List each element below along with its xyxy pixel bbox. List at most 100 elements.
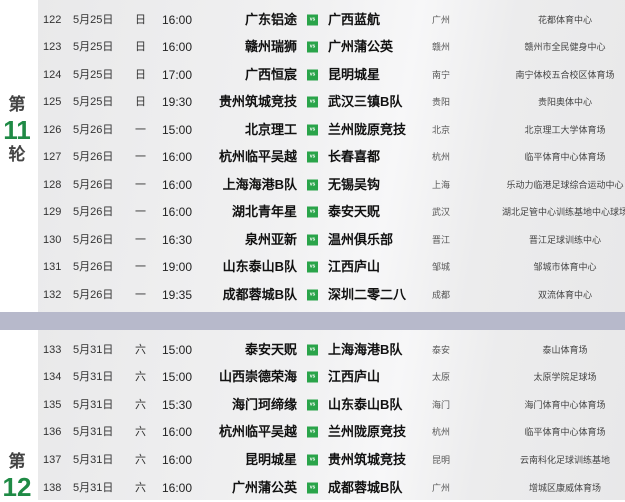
match-city: 杭州 (432, 427, 451, 438)
match-time: 19:00 (162, 260, 193, 274)
round-12-panel (38, 330, 625, 500)
match-id: 122 (43, 13, 62, 26)
match-weekday: 一 (135, 123, 146, 136)
round-number: 12 (2, 472, 32, 502)
match-row: 133 5月31日 六 15:00 泰安天贶 vs 上海海港B队 泰安 泰山体育场 (38, 336, 625, 363)
match-venue: 晋江足球训练中心 (528, 234, 601, 245)
vs-badge: vs (307, 179, 318, 190)
match-date: 5月31日 (73, 398, 114, 411)
match-weekday: 一 (135, 233, 146, 246)
vs-badge: vs (307, 426, 318, 438)
vs-badge: vs (307, 41, 318, 53)
match-weekday: 日 (135, 13, 146, 26)
match-date: 5月26日 (73, 261, 114, 273)
match-city: 海门 (432, 399, 451, 410)
match-time: 19:35 (162, 287, 193, 302)
match-city: 贵阳 (432, 97, 451, 107)
home-team: 杭州临平吴越 (218, 149, 297, 164)
round-prefix: 第 (8, 95, 26, 114)
match-id: 131 (43, 261, 62, 273)
match-city: 成都 (432, 289, 451, 300)
match-venue: 泰山体育场 (542, 344, 588, 355)
match-time: 16:00 (162, 12, 193, 27)
match-id: 124 (43, 68, 62, 81)
match-venue: 云南科化足球训练基地 (519, 454, 610, 465)
match-time: 15:30 (162, 397, 193, 412)
vs-badge: vs (307, 482, 318, 493)
vs-badge: vs (307, 399, 318, 411)
match-row: 124 5月25日 日 17:00 广西恒宸 vs 昆明城星 南宁 南宁体校五合校区体育场 (38, 61, 625, 88)
match-weekday: 日 (135, 68, 146, 81)
home-team: 杭州临平吴越 (218, 424, 297, 440)
match-id: 123 (43, 41, 62, 53)
match-id: 128 (43, 178, 62, 191)
home-team: 成都蓉城B队 (222, 286, 297, 302)
match-date: 5月31日 (73, 453, 114, 466)
match-weekday: 六 (135, 398, 146, 411)
vs-badge: vs (307, 69, 318, 80)
match-row: 122 5月25日 日 16:00 广东铝途 vs 广西蓝航 广州 花都体育中心 (38, 6, 625, 33)
away-team: 贵州筑城竞技 (328, 451, 407, 467)
match-city: 太原 (432, 372, 451, 383)
round-number: 11 (3, 115, 31, 145)
match-row: 128 5月26日 一 16:00 上海海港B队 vs 无锡吴钩 上海 乐动力临港足球综合运动中… (38, 171, 625, 198)
match-date: 5月25日 (73, 96, 114, 108)
match-weekday: 一 (135, 206, 146, 218)
match-weekday: 六 (135, 481, 146, 494)
match-venue: 邹城市体育中心 (533, 262, 597, 272)
match-city: 赣州 (432, 42, 451, 52)
match-id: 129 (43, 206, 62, 218)
match-city: 广州 (432, 14, 451, 25)
match-time: 16:00 (162, 452, 193, 467)
vs-badge: vs (307, 289, 318, 300)
away-team: 成都蓉城B队 (328, 479, 403, 495)
round-11-panel (38, 0, 625, 312)
match-city: 杭州 (432, 152, 451, 162)
match-weekday: 一 (135, 151, 146, 163)
match-time: 16:00 (162, 425, 193, 440)
match-id: 134 (43, 371, 62, 384)
match-row: 132 5月26日 一 19:35 成都蓉城B队 vs 深圳二零二八 成都 双流体育中心 (38, 281, 625, 308)
away-team: 江西庐山 (328, 369, 381, 385)
match-row: 138 5月31日 六 16:00 广州蒲公英 vs 成都蓉城B队 广州 增城区康威体育场 (38, 474, 625, 501)
vs-badge: vs (307, 371, 318, 383)
match-row: 131 5月26日 一 19:00 山东泰山B队 vs 江西庐山 邹城 邹城市体育中心 (38, 254, 625, 281)
vs-badge: vs (307, 124, 318, 135)
match-row: 134 5月31日 六 15:00 山西崇德荣海 vs 江西庐山 太原 太原学院足球场 (38, 364, 625, 391)
vs-badge: vs (307, 206, 318, 218)
away-team: 昆明城星 (328, 66, 381, 82)
match-venue: 南宁体校五合校区体育场 (515, 69, 615, 80)
match-row: 137 5月31日 六 16:00 昆明城星 vs 贵州筑城竞技 昆明 云南科化足球训练基地 (38, 446, 625, 473)
match-row: 130 5月26日 一 16:30 泉州亚新 vs 温州俱乐部 晋江 晋江足球训练中心 (38, 226, 625, 253)
match-row: 136 5月31日 六 16:00 杭州临平吴越 vs 兰州陇原竞技 杭州 临平体育中心体育场 (38, 419, 625, 446)
round-separator (0, 312, 625, 330)
match-time: 19:30 (162, 95, 193, 109)
vs-badge: vs (307, 234, 318, 245)
home-team: 北京理工 (244, 121, 297, 137)
match-weekday: 一 (135, 288, 146, 301)
away-team: 长春喜都 (328, 149, 381, 164)
home-team: 泉州亚新 (244, 231, 297, 247)
match-time: 16:00 (162, 480, 193, 495)
away-team: 广州蒲公英 (328, 39, 394, 54)
match-weekday: 一 (135, 261, 146, 273)
match-date: 5月26日 (73, 288, 114, 301)
match-time: 15:00 (162, 342, 193, 357)
match-city: 邹城 (432, 262, 451, 272)
match-id: 125 (43, 96, 62, 108)
match-id: 126 (43, 123, 62, 136)
match-venue: 花都体育中心 (537, 14, 592, 25)
match-time: 16:00 (162, 40, 193, 54)
home-team: 泰安天贶 (244, 341, 297, 357)
match-venue: 湖北足管中心训练基地中心球场 (501, 207, 625, 217)
away-team: 温州俱乐部 (328, 231, 394, 247)
home-team: 昆明城星 (244, 451, 297, 467)
match-id: 138 (43, 481, 62, 494)
home-team: 赣州瑞狮 (244, 39, 297, 54)
vs-badge: vs (307, 454, 318, 466)
match-venue: 太原学院足球场 (533, 372, 597, 383)
match-city: 武汉 (432, 207, 451, 217)
match-venue: 赣州市全民健身中心 (524, 42, 606, 52)
match-city: 广州 (432, 482, 451, 493)
match-date: 5月26日 (73, 151, 114, 163)
